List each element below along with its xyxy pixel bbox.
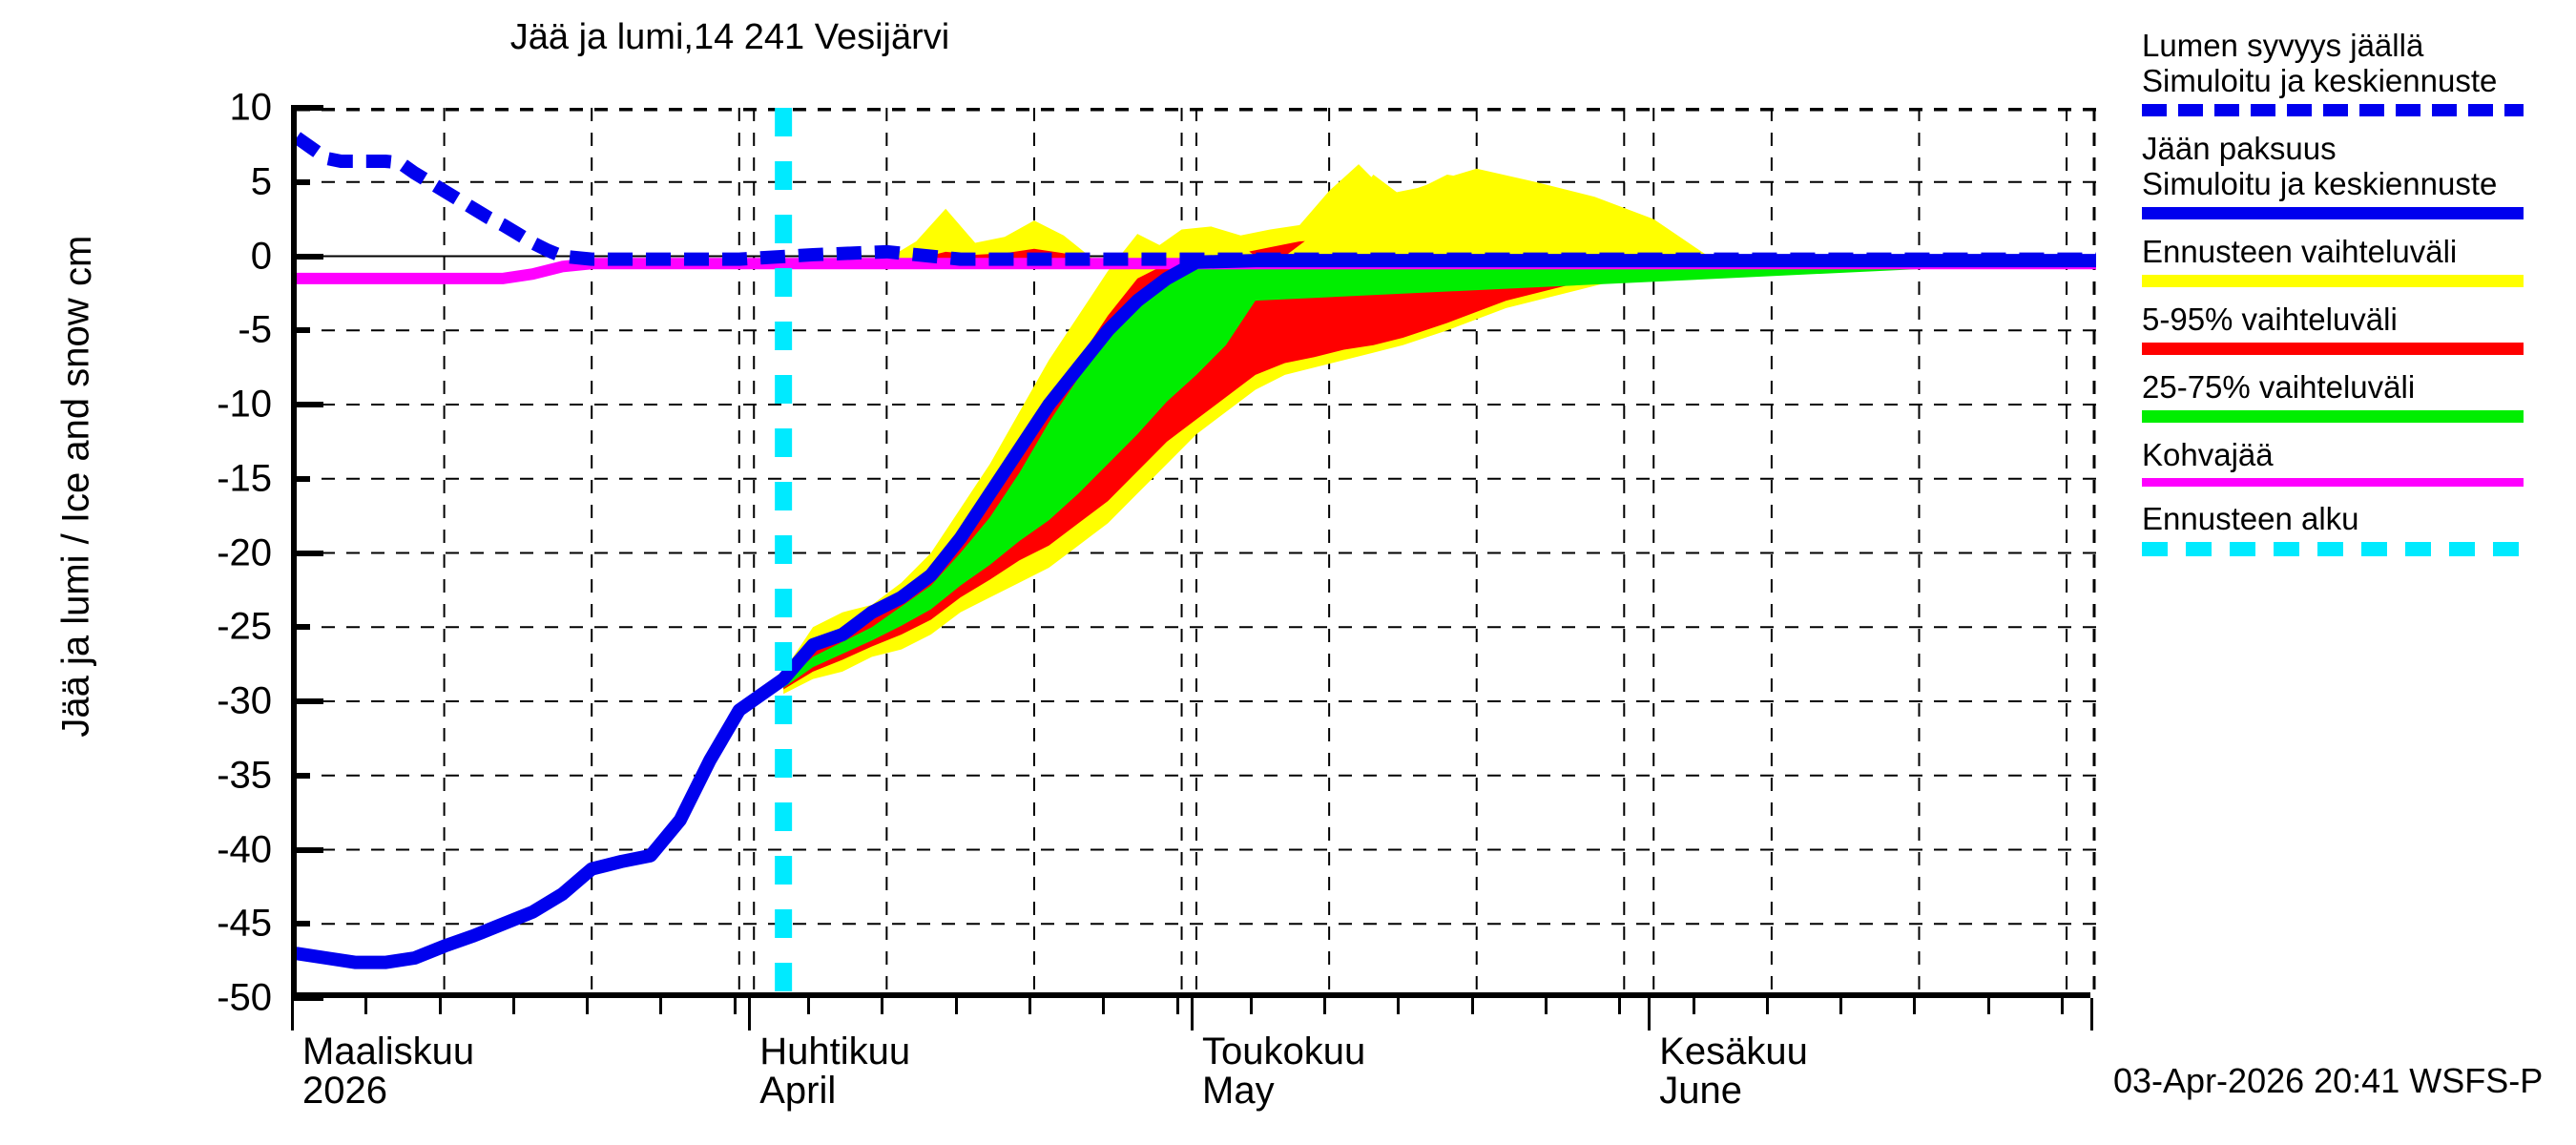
- x-tick-minor: [438, 998, 442, 1014]
- x-tick-minor: [1397, 998, 1401, 1014]
- legend-item-swatch: [2142, 477, 2524, 487]
- legend-item-title: Ennusteen vaihteluväli: [2142, 233, 2458, 269]
- x-tick-minor: [1545, 998, 1548, 1014]
- x-tick-minor: [1692, 998, 1695, 1014]
- legend-item-swatch: [2142, 274, 2524, 287]
- forecast-band: [783, 260, 2096, 689]
- legend-item-title: Kohvajää: [2142, 436, 2274, 472]
- x-label-fi: Kesäkuu: [1659, 1030, 1808, 1072]
- page-title: Jää ja lumi,14 241 Vesijärvi: [509, 17, 950, 57]
- x-tick-minor: [1986, 998, 1990, 1014]
- y-axis-tick-labels: 10 5 0 -5 -10 -15 -20 -25 -30 -35 -40 -45 -50: [105, 87, 272, 1019]
- x-axis-month-label: Toukokuu May: [1202, 1032, 1365, 1111]
- x-tick-minor: [511, 998, 515, 1014]
- x-tick-minor: [881, 998, 884, 1014]
- x-tick-minor: [1028, 998, 1031, 1014]
- x-tick-minor: [1765, 998, 1769, 1014]
- x-tick-minor: [659, 998, 663, 1014]
- legend-item-swatch: [2142, 409, 2524, 423]
- legend: Lumen syvyys jäällä Simuloitu ja keskienn…: [2142, 28, 2576, 572]
- plot-area: [291, 108, 2096, 998]
- legend-item-title: Jään paksuus: [2142, 130, 2337, 166]
- x-tick-minor: [364, 998, 368, 1014]
- y-tick-label: -25: [217, 605, 272, 648]
- legend-item-title: 25-75% vaihteluväli: [2142, 368, 2416, 405]
- x-tick-minor: [1249, 998, 1253, 1014]
- y-tick-label: -10: [217, 383, 272, 426]
- x-tick-minor: [1323, 998, 1327, 1014]
- legend-item-swatch: [2142, 342, 2524, 355]
- x-axis-month-label: Maaliskuu 2026: [302, 1032, 474, 1111]
- y-tick-label: -40: [217, 828, 272, 870]
- y-tick-label: -30: [217, 679, 272, 722]
- x-tick-minor: [733, 998, 737, 1014]
- legend-item-title: 5-95% vaihteluväli: [2142, 301, 2398, 337]
- legend-item-slush-ice: Kohvajää: [2142, 436, 2576, 487]
- x-tick-major: [1648, 998, 1652, 1030]
- legend-item-subtitle: Simuloitu ja keskiennuste: [2142, 62, 2498, 98]
- y-tick-label: -20: [217, 531, 272, 573]
- legend-item-ice-thickness: Jään paksuus Simuloitu ja keskiennuste: [2142, 130, 2576, 219]
- x-tick-minor: [586, 998, 590, 1014]
- plot-canvas: [297, 108, 2096, 998]
- x-tick-minor: [954, 998, 958, 1014]
- x-label-en: June: [1659, 1069, 1742, 1112]
- forecast-band: [783, 254, 2096, 690]
- y-tick-label: 0: [250, 235, 272, 277]
- x-axis-month-label: Kesäkuu June: [1659, 1032, 1808, 1111]
- legend-item-title: Lumen syvyys jäällä: [2142, 28, 2424, 63]
- x-tick-minor: [1839, 998, 1843, 1014]
- x-label-fi: Maaliskuu: [302, 1030, 475, 1072]
- y-tick-label: -50: [217, 976, 272, 1019]
- legend-item-forecast-range: Ennusteen vaihteluväli: [2142, 233, 2576, 287]
- legend-item-swatch: [2142, 541, 2524, 556]
- x-tick-minor: [1618, 998, 1622, 1014]
- x-tick-minor: [1913, 998, 1917, 1014]
- x-axis-tick-labels: Maaliskuu 2026 Huhtikuu April Toukokuu May Kes…: [291, 1032, 2104, 1137]
- y-tick-label: 10: [229, 86, 273, 129]
- snow-depth-line: [297, 132, 2096, 266]
- x-tick-minor: [1470, 998, 1474, 1014]
- forecast-band: [783, 174, 2096, 695]
- x-axis-tick-marks: [291, 998, 2093, 1032]
- x-label-fi: Huhtikuu: [759, 1030, 911, 1072]
- x-axis-month-label: Huhtikuu April: [759, 1032, 910, 1111]
- x-tick-minor: [2061, 998, 2065, 1014]
- y-tick-label: -5: [238, 308, 272, 351]
- y-tick-label: -35: [217, 754, 272, 797]
- x-tick-major: [2090, 998, 2093, 1030]
- x-tick-major: [748, 998, 752, 1030]
- legend-item-swatch: [2142, 206, 2524, 219]
- y-tick-label: 5: [250, 160, 272, 203]
- x-tick-minor: [1175, 998, 1179, 1014]
- x-tick-minor: [807, 998, 811, 1014]
- y-tick-mark: [291, 995, 323, 1001]
- legend-item-subtitle: Simuloitu ja keskiennuste: [2142, 165, 2498, 201]
- x-tick-major: [291, 998, 294, 1030]
- y-axis-unit: cm: [57, 235, 99, 286]
- y-tick-label: -45: [217, 902, 272, 945]
- legend-item-range-25-75: 25-75% vaihteluväli: [2142, 368, 2576, 423]
- legend-item-range-5-95: 5-95% vaihteluväli: [2142, 302, 2576, 355]
- footer-timestamp: 03-Apr-2026 20:41 WSFS-P: [2113, 1061, 2544, 1100]
- x-label-fi: Toukokuu: [1202, 1030, 1366, 1072]
- x-label-en: May: [1202, 1069, 1275, 1112]
- legend-item-swatch: [2142, 103, 2524, 116]
- legend-item-snow-depth-on-ice: Lumen syvyys jäällä Simuloitu ja keskienn…: [2142, 28, 2576, 116]
- legend-item-title: Ennusteen alku: [2142, 500, 2359, 536]
- x-label-en: 2026: [302, 1069, 387, 1112]
- x-label-en: April: [759, 1069, 837, 1112]
- legend-item-forecast-start: Ennusteen alku: [2142, 500, 2576, 556]
- y-tick-label: -15: [217, 457, 272, 500]
- x-tick-minor: [1102, 998, 1106, 1014]
- x-tick-major: [1191, 998, 1194, 1030]
